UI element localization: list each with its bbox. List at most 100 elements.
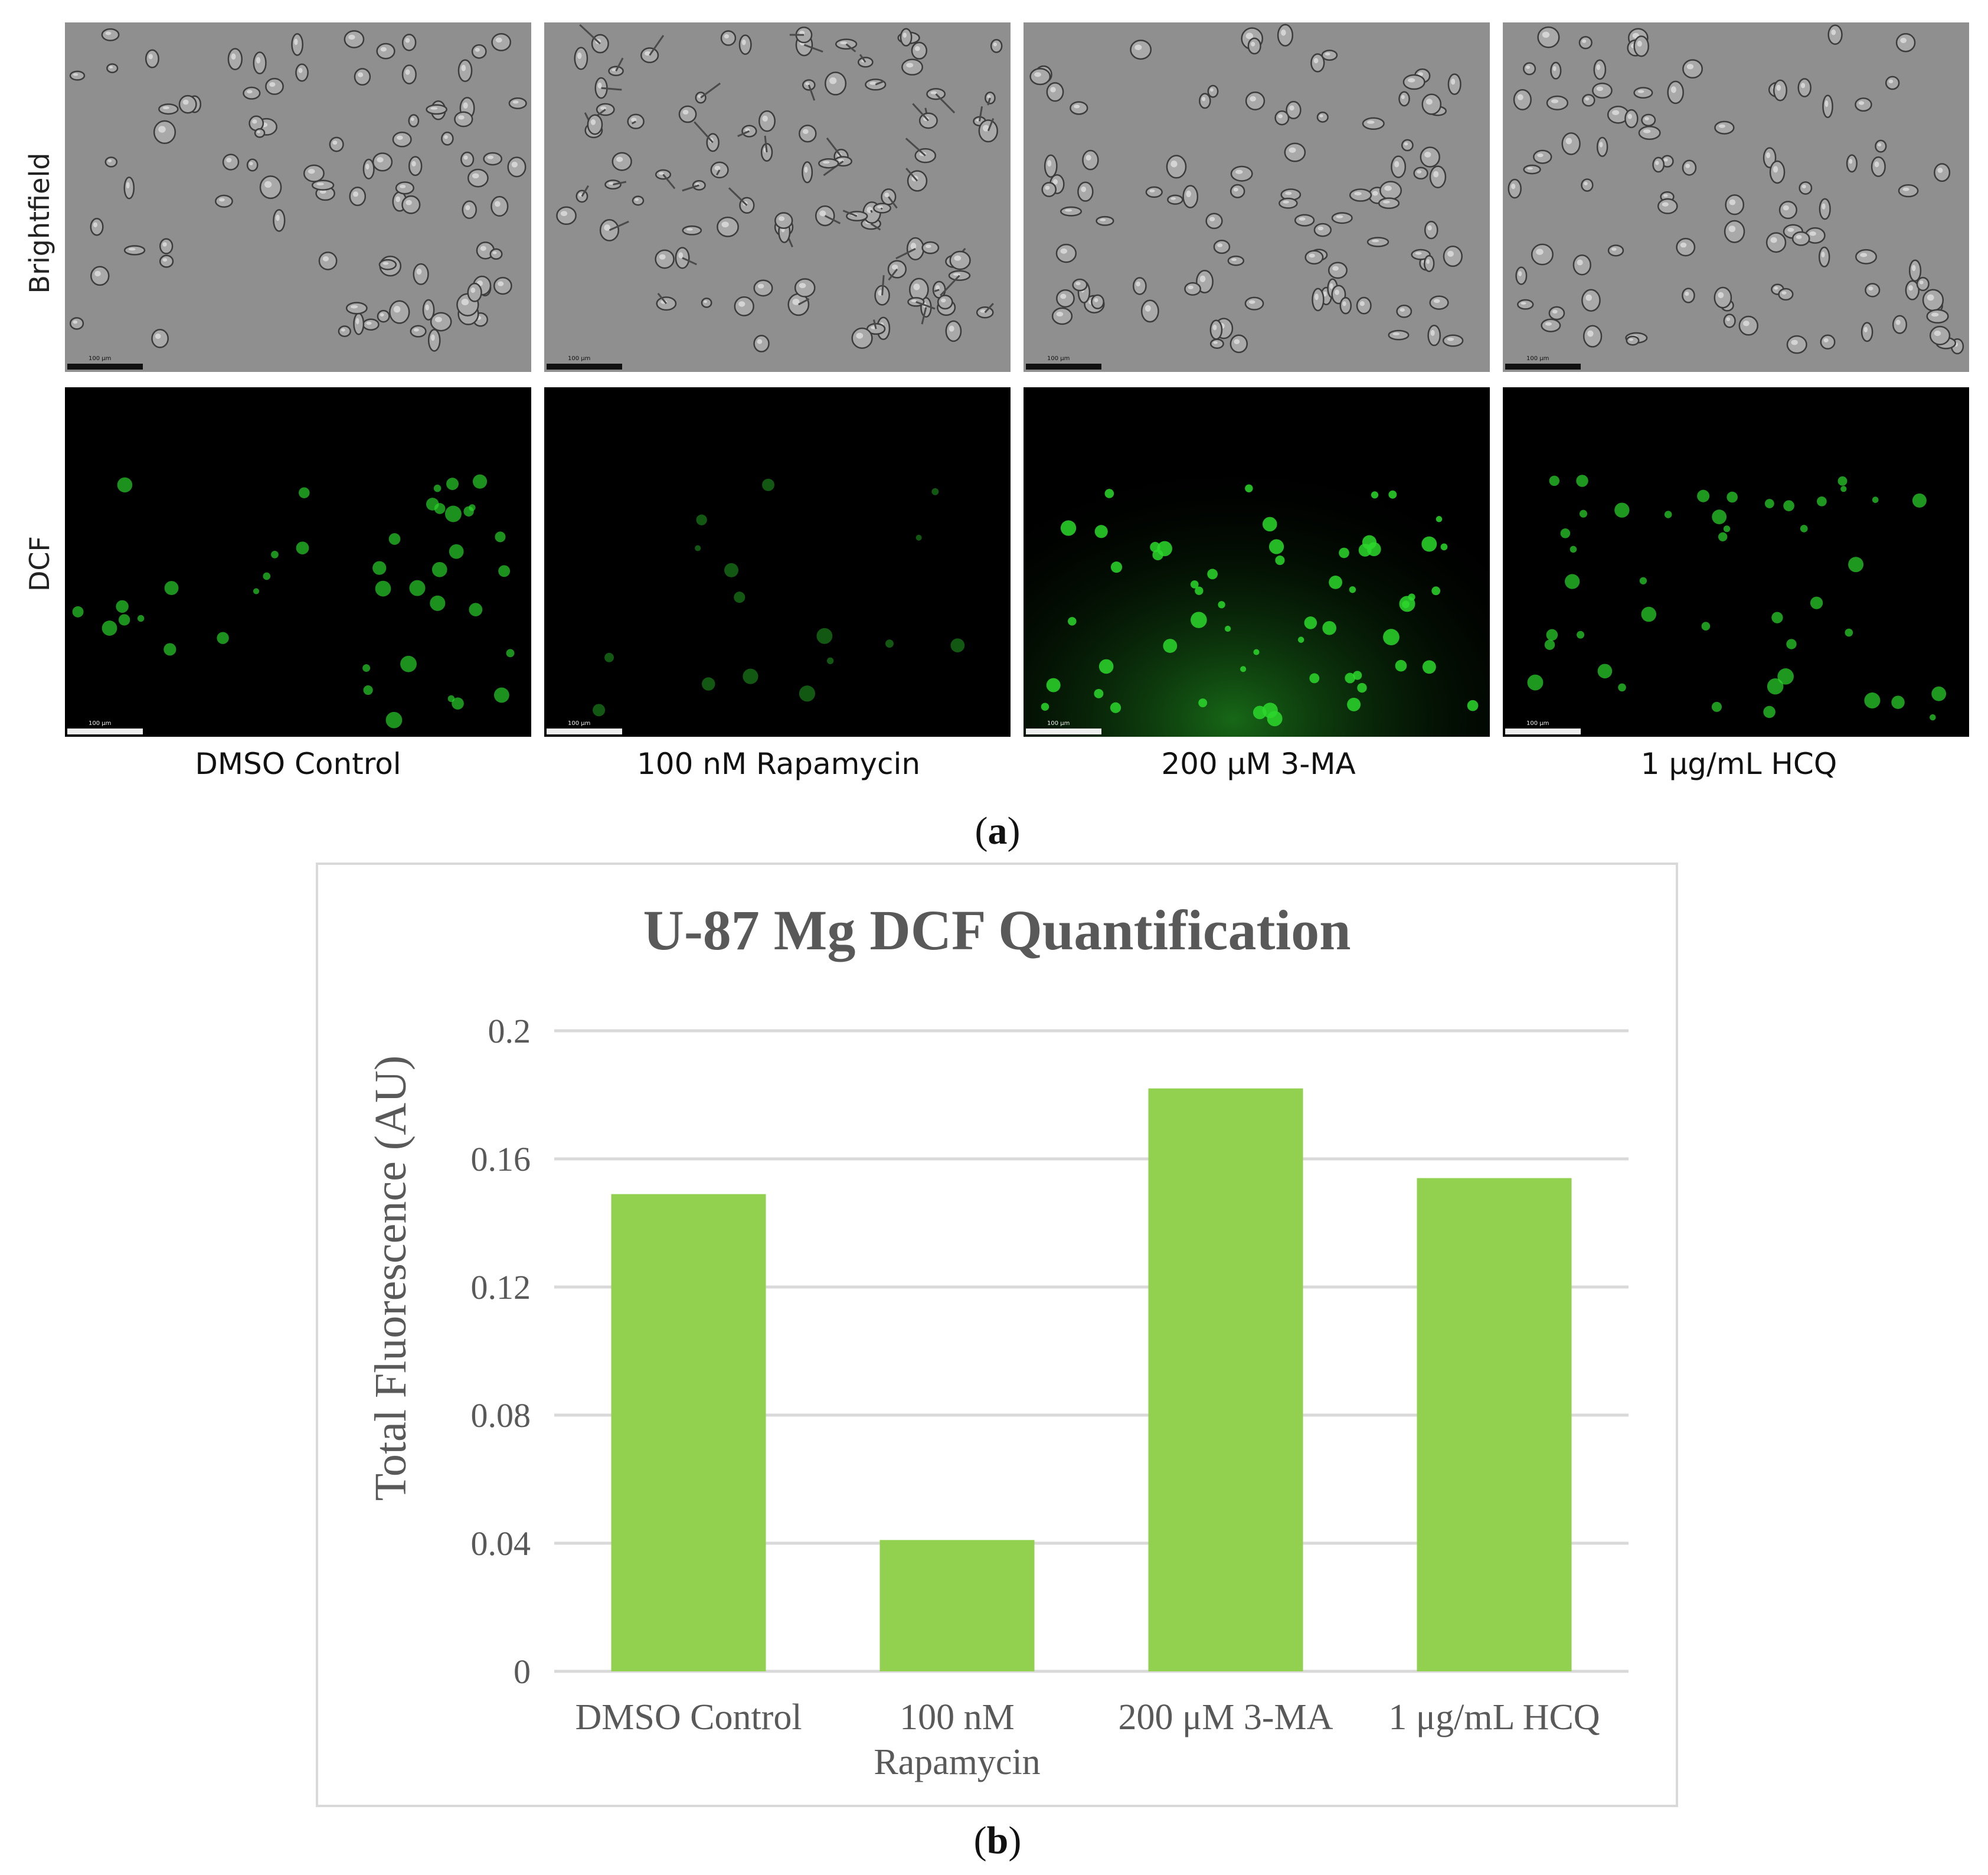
- fluorescent-cell: [1046, 678, 1061, 692]
- cell: [851, 327, 873, 349]
- cell: [254, 128, 266, 138]
- cell: [1055, 243, 1077, 263]
- cell: [1820, 334, 1836, 350]
- cell: [1205, 213, 1223, 230]
- cell: [1537, 26, 1560, 48]
- cell: [720, 30, 737, 46]
- cell: [1391, 155, 1407, 178]
- cell: [579, 24, 609, 54]
- cell: [655, 249, 675, 269]
- cell: [69, 317, 84, 330]
- cell: [101, 28, 120, 41]
- cell: [401, 64, 417, 84]
- cell: [1327, 262, 1348, 279]
- fluorescent-cell: [444, 505, 462, 522]
- cell: [1041, 182, 1057, 197]
- fluorescent-cell: [1395, 659, 1407, 672]
- cell: [881, 188, 898, 209]
- fluorescent-cell: [1579, 509, 1588, 518]
- cell: [1769, 160, 1786, 184]
- cell: [1593, 59, 1607, 80]
- scale-bar: 100 μm: [1026, 720, 1101, 734]
- fluorescent-cell: [1712, 509, 1727, 524]
- x-category-label: DMSO Control: [575, 1697, 802, 1737]
- cell: [1819, 198, 1831, 220]
- x-category-label: 1 μg/mL HCQ: [1388, 1697, 1600, 1737]
- fluorescent-cell: [1068, 617, 1077, 626]
- cell: [1657, 198, 1678, 214]
- cell: [865, 79, 887, 91]
- cell: [656, 292, 677, 311]
- cell: [640, 35, 665, 64]
- cell: [1515, 266, 1528, 285]
- cell: [599, 218, 629, 241]
- cell: [408, 156, 423, 177]
- cell: [1044, 154, 1058, 178]
- fluorescent-cell: [734, 592, 746, 603]
- fluorescent-cell: [472, 474, 488, 489]
- cell: [338, 325, 351, 337]
- cell: [246, 158, 259, 172]
- scale-bar-label: 100 μm: [89, 355, 111, 362]
- cell: [1245, 92, 1266, 110]
- fluorescent-cell: [696, 514, 707, 525]
- cell: [1531, 243, 1554, 266]
- cell: [483, 152, 503, 166]
- fluorescent-cell: [1245, 484, 1253, 493]
- cell: [1541, 318, 1561, 332]
- cell: [1244, 296, 1264, 311]
- fluorescent-cell: [1262, 517, 1277, 532]
- cell: [422, 299, 435, 321]
- fluorescent-cell: [1353, 671, 1362, 680]
- cell: [153, 120, 176, 145]
- fluorescent-cell: [1597, 664, 1613, 679]
- fluorescent-cell: [72, 606, 84, 618]
- fluorescent-cell: [1701, 622, 1711, 631]
- cell: [90, 218, 104, 236]
- fluorescent-cell: [1358, 543, 1372, 557]
- fluorescent-cell: [1576, 475, 1588, 487]
- cell: [123, 177, 135, 200]
- y-tick-label: 0.16: [471, 1140, 531, 1178]
- cell: [815, 205, 841, 227]
- cell: [1051, 307, 1073, 325]
- cell: [1676, 237, 1696, 257]
- cell: [1898, 184, 1919, 198]
- cell: [1313, 223, 1332, 237]
- fluorescent-cell: [253, 588, 260, 594]
- fluorescent-cell: [433, 484, 442, 492]
- panel-b-letter: (b): [973, 1819, 1022, 1862]
- cell: [1279, 197, 1298, 209]
- cell: [1442, 334, 1464, 347]
- cell: [158, 103, 179, 115]
- cell: [835, 38, 858, 53]
- cell: [362, 318, 380, 331]
- cell: [489, 248, 503, 260]
- cell: [695, 82, 721, 104]
- cell: [69, 70, 86, 81]
- fluorescent-cell: [102, 620, 117, 636]
- cell: [389, 300, 410, 324]
- fluorescent-cell: [1440, 543, 1448, 551]
- fluorescent-cell: [1544, 639, 1555, 650]
- bar-2: [879, 1540, 1035, 1671]
- cell: [159, 238, 174, 254]
- cell: [1546, 95, 1569, 110]
- fluorescent-cell: [1639, 577, 1647, 584]
- cell: [1607, 105, 1629, 124]
- fluorescent-cell: [372, 561, 387, 575]
- cell: [1398, 91, 1410, 107]
- cell: [1916, 276, 1930, 292]
- cell: [1443, 246, 1463, 267]
- cell: [1140, 299, 1159, 323]
- cell: [926, 88, 956, 114]
- cell: [1638, 125, 1661, 141]
- fluorescent-cell: [1727, 491, 1738, 503]
- fluorescent-cell: [1618, 683, 1626, 692]
- cell: [1331, 212, 1353, 224]
- cell: [151, 328, 169, 348]
- cell: [1633, 35, 1649, 57]
- cell: [1029, 68, 1051, 86]
- cell: [273, 209, 286, 232]
